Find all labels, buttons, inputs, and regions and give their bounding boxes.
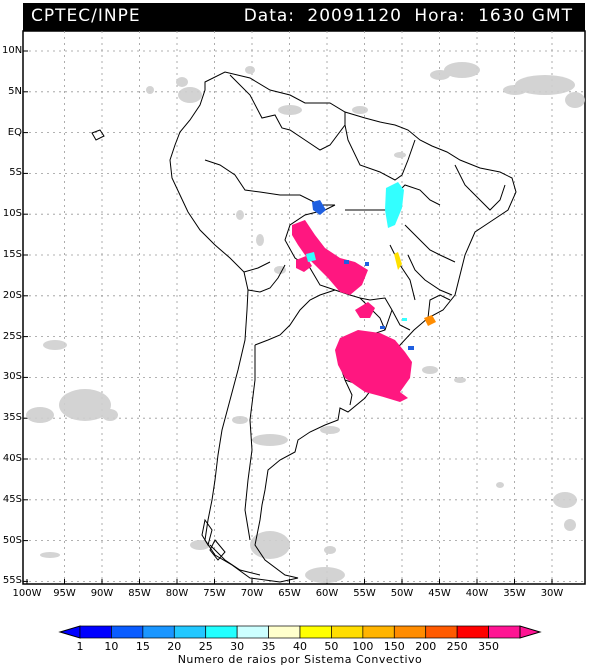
lon-label: 75W <box>203 588 226 599</box>
lat-label: 5S <box>9 167 22 179</box>
legend-swatch <box>205 625 238 639</box>
lon-label: 30W <box>540 588 564 599</box>
legend-tick-label: 15 <box>135 640 150 653</box>
graticule <box>23 31 585 584</box>
legend-swatch <box>111 625 144 639</box>
legend-tick-label: 10 <box>104 640 119 653</box>
lon-label: 95W <box>53 588 76 599</box>
legend-tick-label: 20 <box>167 640 182 653</box>
legend-swatch <box>362 625 395 639</box>
legend-swatch <box>268 625 301 639</box>
lon-label: 100W <box>12 588 42 599</box>
lon-label: 70W <box>240 588 264 599</box>
lat-label: 35S <box>2 412 22 424</box>
system-heavy-south <box>335 330 412 402</box>
islands <box>91 129 226 561</box>
legend-swatch <box>142 625 175 639</box>
time-label: Hora: <box>414 6 466 26</box>
lon-label: 40W <box>465 588 489 599</box>
legend-swatch <box>393 625 427 639</box>
lat-label: 45S <box>2 493 22 505</box>
lon-label: 65W <box>278 588 301 599</box>
system-cyan-small <box>306 252 316 262</box>
lat-label: 40S <box>2 453 22 464</box>
system-heavy-east <box>355 302 375 318</box>
legend-tick-label: 250 <box>446 640 468 653</box>
timestamp: Data: 20091120 Hora: 1630 GMT <box>238 6 573 26</box>
legend-swatch <box>79 625 112 639</box>
system-blue-small-2 <box>365 262 369 266</box>
legend-tick-label: 150 <box>383 640 405 653</box>
legend-tick-label: 25 <box>198 640 213 653</box>
legend-tick-label: 200 <box>415 640 437 653</box>
legend-swatch <box>331 625 364 639</box>
lat-label: 25S <box>2 330 22 342</box>
lat-label: 30S <box>2 371 22 383</box>
system-cyan <box>385 182 404 228</box>
system-blue-small-1 <box>344 260 349 264</box>
legend-arrow-left <box>58 625 81 639</box>
lat-label: 15S <box>2 249 22 260</box>
legend-swatch <box>488 625 521 639</box>
legend-swatch <box>236 625 269 639</box>
legend-tick-label: 40 <box>293 640 307 653</box>
legend-tick-label: 100 <box>352 640 374 653</box>
lon-label: 50W <box>390 588 414 599</box>
lon-label: 45W <box>428 588 451 599</box>
lon-label: 85W <box>128 588 151 599</box>
map-header: CPTEC/INPE Data: 20091120 Hora: 1630 GMT <box>23 3 585 31</box>
lat-label: 10N <box>2 45 23 56</box>
legend-swatch <box>456 625 489 639</box>
convective-systems <box>292 182 436 402</box>
legend-swatch <box>173 625 207 639</box>
legend-tick-label: 350 <box>478 640 500 653</box>
system-heavy-central <box>292 220 368 295</box>
legend-tick-label: 35 <box>261 640 276 653</box>
legend-tick-label: 1 <box>76 640 84 653</box>
map-frame <box>22 30 586 585</box>
lat-label: 5N <box>8 85 22 97</box>
legend-swatch <box>425 625 458 639</box>
legend-swatch <box>299 625 332 639</box>
system-cyan-small-2 <box>402 318 407 321</box>
system-blue <box>312 200 326 215</box>
axis-ticks <box>23 50 553 584</box>
lat-label: EQ <box>7 126 22 138</box>
legend-bar <box>58 625 542 639</box>
system-yellow <box>394 252 402 270</box>
lat-label: 55S <box>2 575 22 587</box>
legend-arrow-right <box>519 625 542 639</box>
source-label: CPTEC/INPE <box>31 6 141 26</box>
legend-tick-label: 50 <box>324 640 339 653</box>
legend-tick-label: 30 <box>230 640 245 653</box>
legend-title: Numero de raios por Sistema Convectivo <box>177 653 423 666</box>
system-blue-small-4 <box>380 326 385 329</box>
color-legend <box>58 625 542 639</box>
lon-label: 35W <box>503 588 526 599</box>
lon-label: 55W <box>353 588 376 599</box>
lat-label: 20S <box>2 289 22 301</box>
date-label: Data: <box>243 6 296 26</box>
date-value: 20091120 <box>307 6 402 26</box>
time-value: 1630 GMT <box>478 6 573 26</box>
lon-label: 90W <box>90 588 114 599</box>
system-blue-small-3 <box>408 346 414 350</box>
system-orange <box>424 315 436 326</box>
lat-label: 50S <box>2 534 22 546</box>
lon-label: 80W <box>165 588 189 599</box>
lat-label: 10S <box>2 208 22 220</box>
lon-label: 60W <box>315 588 339 599</box>
